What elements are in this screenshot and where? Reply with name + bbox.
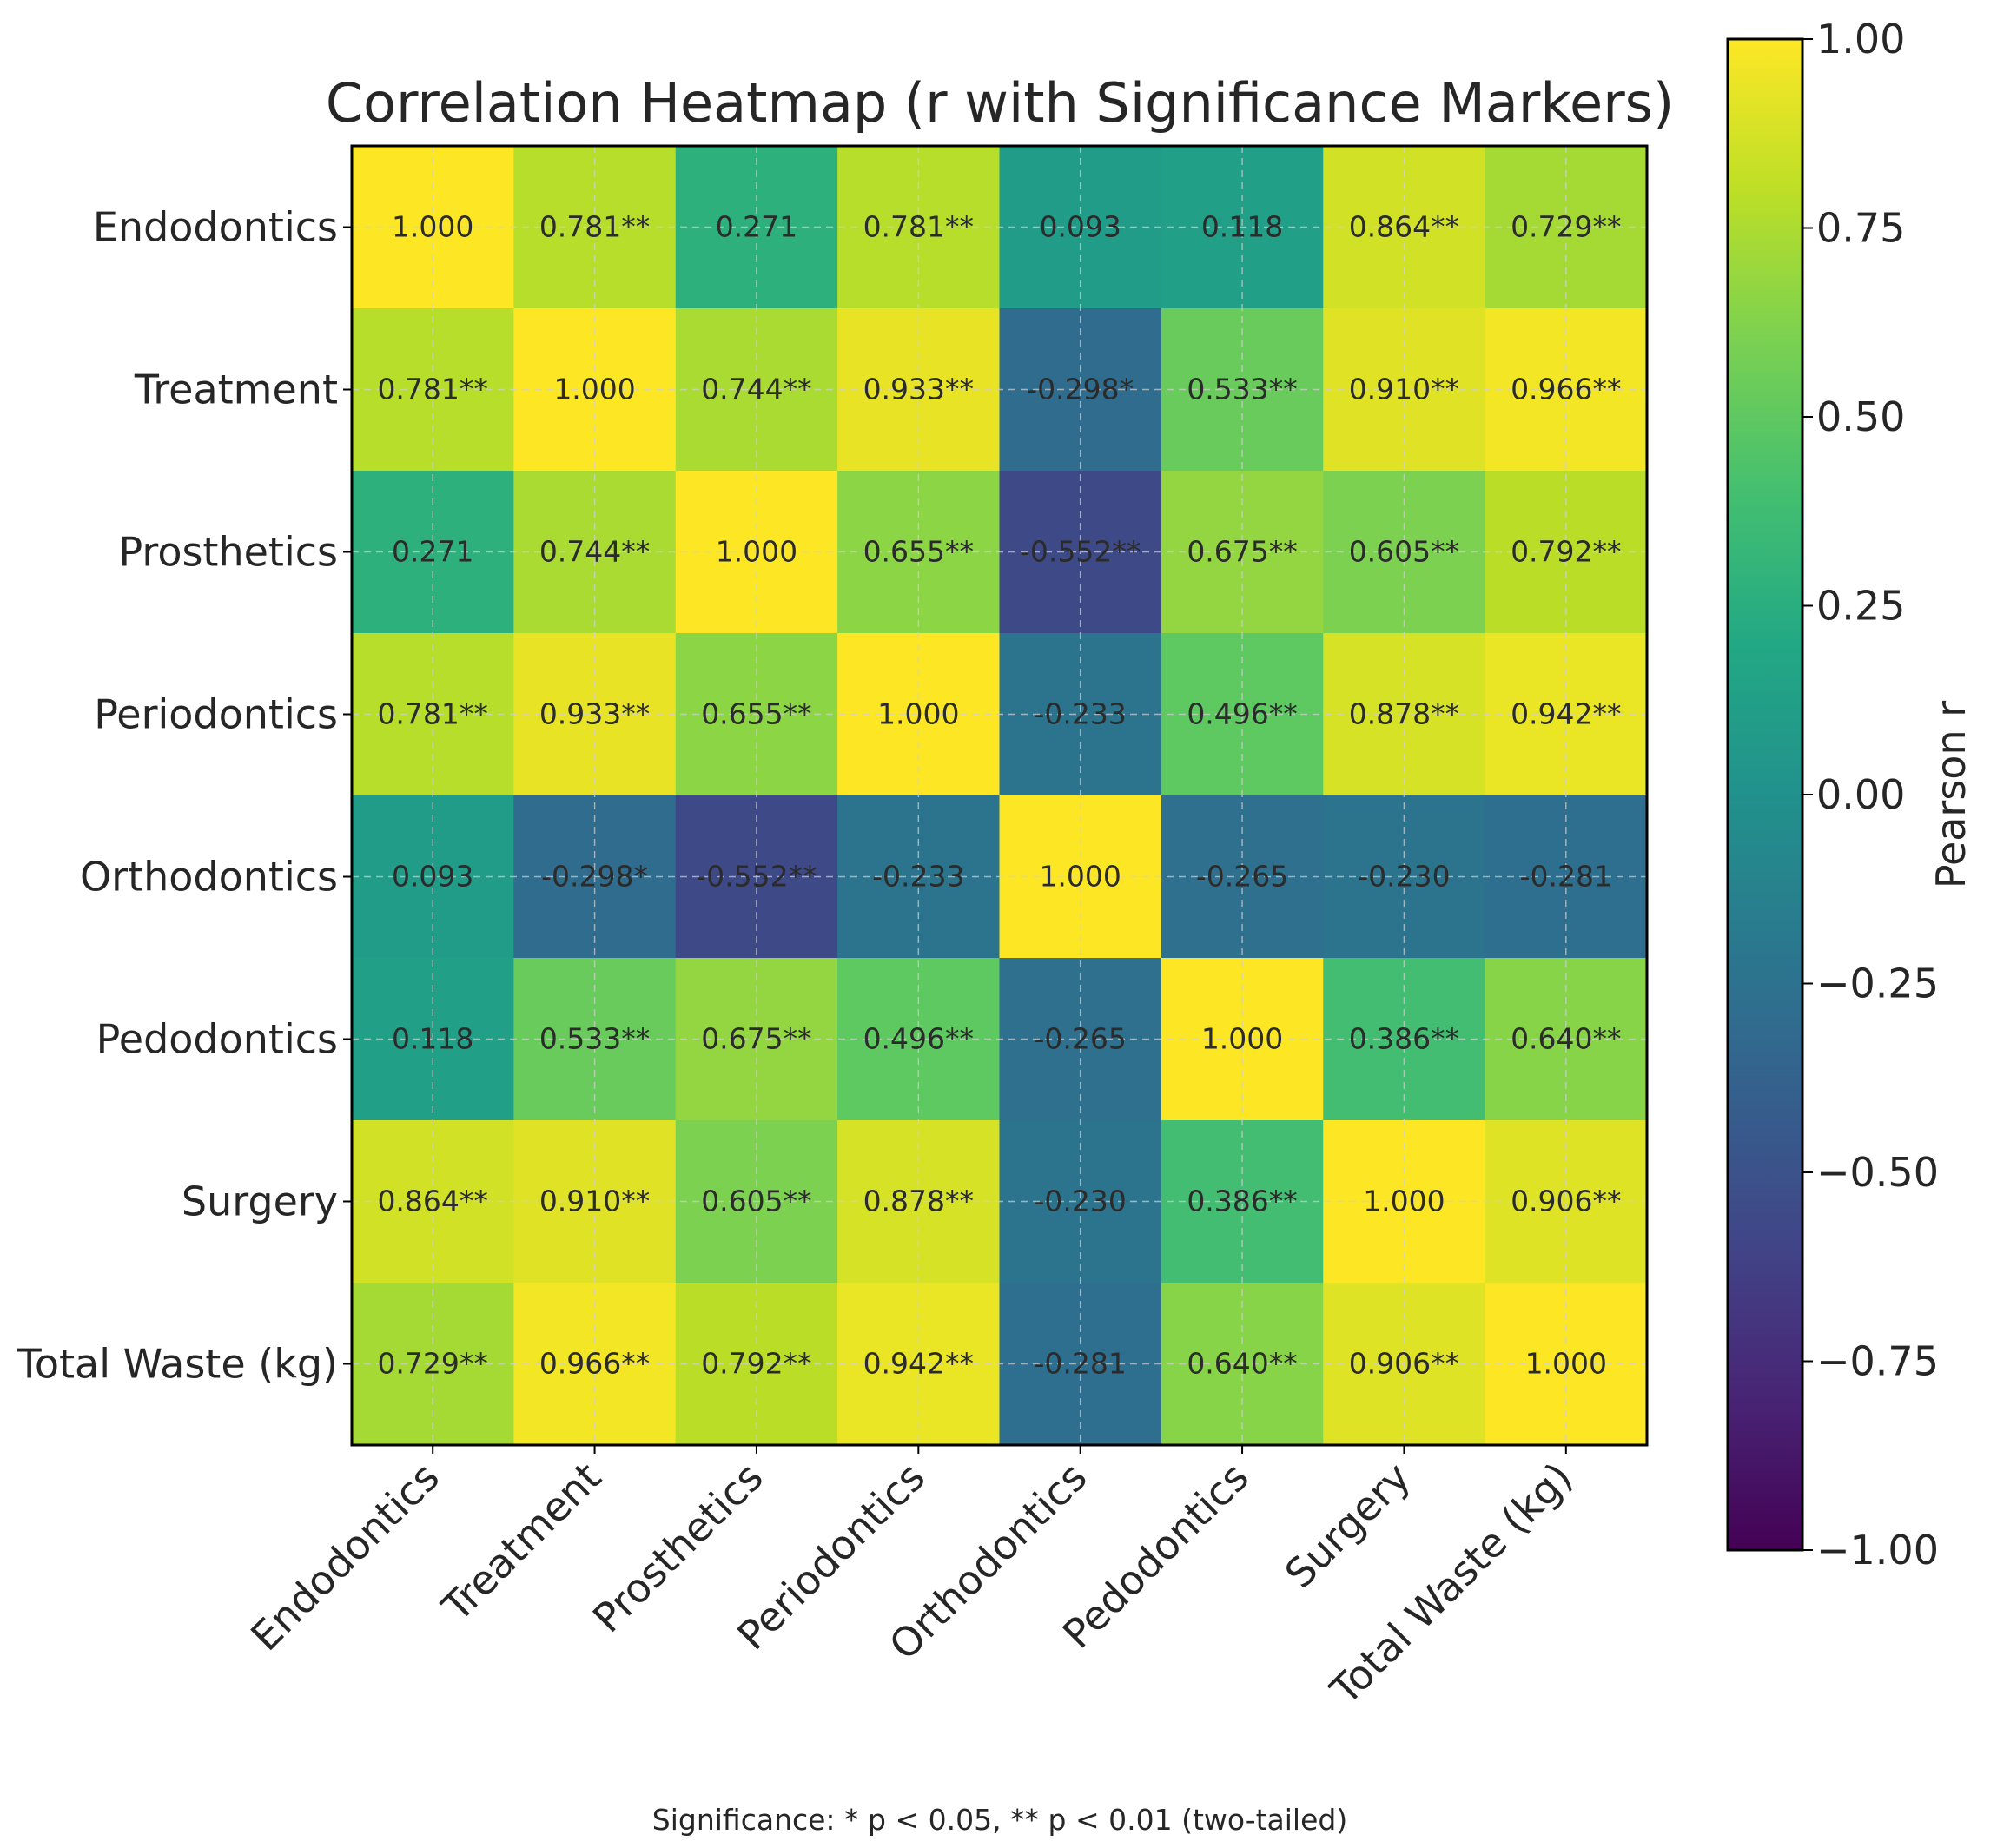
colorbar-tick-label: 0.25 — [1816, 583, 1905, 630]
cell-annotation: 0.792** — [1511, 535, 1621, 569]
y-tick-label: Treatment — [134, 366, 338, 413]
x-tick-label: Treatment — [433, 1454, 610, 1631]
x-tick-label: Endodontics — [241, 1454, 448, 1660]
cell-annotations: 1.000 0.781** 0.271 0.781** 0.093 0.118 0.864*… — [377, 210, 1621, 1381]
cell-annotation: 0.966** — [539, 1347, 650, 1381]
cell-annotation: 0.271 — [392, 535, 473, 569]
cell-annotation: 0.933** — [863, 373, 974, 406]
cell-annotation: 0.271 — [716, 210, 797, 244]
cell-annotation: 0.781** — [377, 697, 487, 731]
cell-annotation: 0.605** — [1349, 535, 1459, 569]
colorbar-tick-label: 0.75 — [1816, 205, 1905, 252]
cell-annotation: 0.792** — [701, 1347, 811, 1381]
cell-annotation: 1.000 — [392, 210, 473, 244]
cell-annotation: 0.906** — [1511, 1185, 1621, 1218]
cell-annotation: 0.675** — [1187, 535, 1297, 569]
cell-annotation: 0.655** — [701, 697, 811, 731]
cell-annotation: 1.000 — [553, 373, 635, 406]
cell-annotation: 0.744** — [701, 373, 811, 406]
cell-annotation: 0.093 — [392, 860, 473, 894]
cell-annotation: 0.640** — [1511, 1022, 1621, 1056]
significance-footnote: Significance: * p < 0.05, ** p < 0.01 (t… — [652, 1803, 1347, 1837]
cell-annotation: 0.675** — [701, 1022, 811, 1056]
cell-annotation: -0.265 — [1196, 860, 1288, 894]
y-tick-label: Endodontics — [93, 204, 338, 251]
cell-annotation: 0.118 — [1201, 210, 1283, 244]
cell-annotation: -0.230 — [1034, 1185, 1126, 1218]
colorbar-tick-label: 1.00 — [1816, 16, 1905, 63]
cell-annotation: 1.000 — [1039, 860, 1121, 894]
cell-annotation: 0.655** — [863, 535, 974, 569]
colorbar-ticks: 1.00 0.75 0.50 0.25 0.00 −0.25 −0.50 −0.75 −1.00 — [1802, 16, 1939, 1574]
cell-annotation: 0.781** — [539, 210, 650, 244]
y-tick-label: Orthodontics — [80, 854, 338, 901]
cell-annotation: -0.265 — [1034, 1022, 1126, 1056]
cell-annotation: 0.496** — [863, 1022, 974, 1056]
y-tick-label: Periodontics — [94, 691, 338, 738]
cell-annotation: 0.781** — [377, 373, 487, 406]
x-axis: EndodonticsTreatmentProstheticsPeriodont… — [241, 1445, 1582, 1714]
cell-annotation: 0.093 — [1039, 210, 1121, 244]
chart-title: Correlation Heatmap (r with Significance… — [326, 71, 1674, 135]
cell-annotation: -0.298* — [1027, 373, 1134, 406]
cell-annotation: 0.533** — [539, 1022, 650, 1056]
cell-annotation: 1.000 — [1201, 1022, 1283, 1056]
cell-annotation: 0.942** — [1511, 697, 1621, 731]
cell-annotation: 0.906** — [1349, 1347, 1459, 1381]
cell-annotation: 0.910** — [539, 1185, 650, 1218]
cell-annotation: 0.386** — [1349, 1022, 1459, 1056]
cell-annotation: 1.000 — [716, 535, 797, 569]
cell-annotation: 0.864** — [377, 1185, 487, 1218]
cell-annotation: 0.118 — [392, 1022, 473, 1056]
cell-annotation: 0.910** — [1349, 373, 1459, 406]
cell-annotation: 0.878** — [1349, 697, 1459, 731]
y-tick-label: Prosthetics — [118, 529, 338, 576]
cell-annotation: -0.281 — [1034, 1347, 1126, 1381]
heatmap-gridlines — [352, 146, 1647, 1445]
cell-annotation: 1.000 — [877, 697, 959, 731]
colorbar — [1726, 37, 1804, 1552]
cell-annotation: 0.605** — [701, 1185, 811, 1218]
y-tick-label: Pedodontics — [96, 1016, 338, 1063]
cell-annotation: 0.729** — [377, 1347, 487, 1381]
y-axis: Endodontics Treatment Prosthetics Periodont… — [17, 204, 352, 1388]
heatmap-cells — [352, 146, 1648, 1446]
colorbar-tick-label: 0.50 — [1816, 393, 1905, 440]
colorbar-tick-label: −0.50 — [1816, 1149, 1939, 1196]
colorbar-tick-label: −0.25 — [1816, 960, 1939, 1007]
cell-annotation: 0.640** — [1187, 1347, 1297, 1381]
colorbar-tick-label: 0.00 — [1816, 771, 1905, 818]
heatmap-frame — [350, 144, 1649, 1447]
cell-annotation: 0.966** — [1511, 373, 1621, 406]
cell-annotation: 0.864** — [1349, 210, 1459, 244]
y-tick-label: Surgery — [182, 1178, 338, 1225]
cell-annotation: -0.233 — [872, 860, 964, 894]
colorbar-tick-label: −1.00 — [1816, 1527, 1939, 1574]
cell-annotation: 1.000 — [1525, 1347, 1607, 1381]
y-tick-label: Total Waste (kg) — [17, 1341, 338, 1388]
cell-annotation: 0.744** — [539, 535, 650, 569]
cell-annotation: 0.942** — [863, 1347, 974, 1381]
cell-annotation: 0.781** — [863, 210, 974, 244]
cell-annotation: -0.552** — [696, 860, 817, 894]
cell-annotation: -0.552** — [1020, 535, 1141, 569]
cell-annotation: 0.729** — [1511, 210, 1621, 244]
cell-annotation: -0.281 — [1520, 860, 1612, 894]
cell-annotation: -0.230 — [1358, 860, 1450, 894]
cell-annotation: 1.000 — [1363, 1185, 1445, 1218]
cell-annotation: -0.233 — [1034, 697, 1126, 731]
cell-annotation: 0.386** — [1187, 1185, 1297, 1218]
cell-annotation: 0.533** — [1187, 373, 1297, 406]
cell-annotation: 0.933** — [539, 697, 650, 731]
colorbar-tick-label: −0.75 — [1816, 1338, 1939, 1385]
cell-annotation: -0.298* — [541, 860, 648, 894]
cell-annotation: 0.878** — [863, 1185, 974, 1218]
cell-annotation: 0.496** — [1187, 697, 1297, 731]
colorbar-label: Pearson r — [1928, 701, 1974, 888]
x-tick-label: Surgery — [1276, 1454, 1420, 1598]
